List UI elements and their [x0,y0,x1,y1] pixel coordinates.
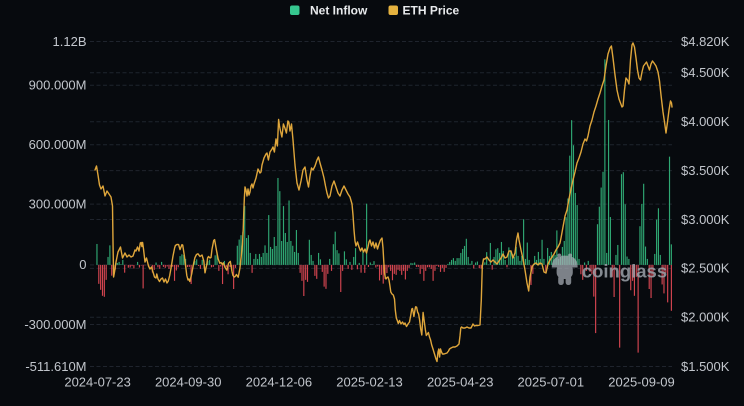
svg-text:2024-07-23: 2024-07-23 [64,375,131,390]
svg-text:$2.500K: $2.500K [681,261,730,276]
svg-text:$3.500K: $3.500K [681,163,730,178]
svg-text:600.000M: 600.000M [29,137,87,152]
svg-text:-511.610M: -511.610M [25,359,86,374]
svg-text:$4.000K: $4.000K [681,114,730,129]
svg-text:$4.500K: $4.500K [681,65,730,80]
svg-text:$3.000K: $3.000K [681,212,730,227]
svg-text:Net Inflow: Net Inflow [310,4,368,18]
svg-text:0: 0 [79,257,86,272]
svg-text:-300.000M: -300.000M [24,317,86,332]
svg-text:$1.500K: $1.500K [681,359,730,374]
svg-text:2024-12-06: 2024-12-06 [246,375,313,390]
svg-text:1.12B: 1.12B [53,34,87,49]
svg-text:900.000M: 900.000M [29,78,87,93]
svg-text:2025-07-01: 2025-07-01 [518,375,585,390]
svg-text:2025-02-13: 2025-02-13 [336,375,403,390]
svg-text:2024-09-30: 2024-09-30 [155,375,222,390]
svg-text:$2.000K: $2.000K [681,310,730,325]
svg-text:coinglass: coinglass [582,261,667,282]
svg-text:2025-09-09: 2025-09-09 [608,375,675,390]
svg-text:ETH Price: ETH Price [403,4,460,18]
svg-text:2025-04-23: 2025-04-23 [427,375,494,390]
svg-text:$4.820K: $4.820K [681,34,730,49]
svg-text:300.000M: 300.000M [29,196,87,211]
